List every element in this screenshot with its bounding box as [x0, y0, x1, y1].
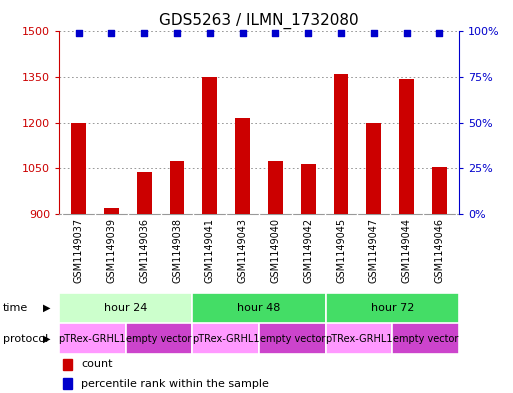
Point [107, 30, 115, 37]
Bar [268, 161, 283, 214]
Point [370, 30, 378, 37]
Point [140, 30, 148, 37]
Bar [301, 164, 315, 214]
Bar [59, 293, 192, 323]
Text: empty vector: empty vector [126, 334, 192, 344]
Text: empty vector: empty vector [393, 334, 459, 344]
Bar [326, 293, 459, 323]
Text: GSM1149047: GSM1149047 [369, 218, 379, 283]
Bar [192, 293, 326, 323]
Bar [63, 359, 72, 370]
Point [206, 30, 214, 37]
Title: GDS5263 / ILMN_1732080: GDS5263 / ILMN_1732080 [159, 13, 359, 29]
Bar [104, 208, 119, 214]
Point [436, 30, 444, 37]
Text: pTRex-GRHL1: pTRex-GRHL1 [325, 334, 393, 344]
Text: pTRex-GRHL1: pTRex-GRHL1 [192, 334, 260, 344]
Text: GSM1149046: GSM1149046 [435, 218, 444, 283]
Point [239, 30, 247, 37]
Point [173, 30, 181, 37]
Text: hour 48: hour 48 [238, 303, 281, 313]
Text: GSM1149038: GSM1149038 [172, 218, 182, 283]
Text: ▶: ▶ [43, 334, 50, 344]
Text: GSM1149045: GSM1149045 [336, 218, 346, 283]
Bar [63, 378, 72, 389]
Text: count: count [81, 360, 112, 369]
Bar [432, 167, 447, 214]
Bar [366, 123, 381, 214]
Bar [333, 74, 348, 214]
Bar [71, 123, 86, 214]
Point [403, 30, 411, 37]
Text: empty vector: empty vector [260, 334, 325, 344]
Text: GSM1149037: GSM1149037 [74, 218, 84, 283]
Text: ▶: ▶ [43, 303, 50, 313]
Point [271, 30, 280, 37]
Text: protocol: protocol [3, 334, 48, 344]
Bar [192, 323, 259, 354]
Text: pTRex-GRHL1: pTRex-GRHL1 [58, 334, 126, 344]
Bar [392, 323, 459, 354]
Text: time: time [3, 303, 28, 313]
Bar [399, 79, 414, 214]
Text: GSM1149039: GSM1149039 [107, 218, 116, 283]
Text: GSM1149043: GSM1149043 [238, 218, 248, 283]
Bar [126, 323, 192, 354]
Point [337, 30, 345, 37]
Bar [259, 323, 326, 354]
Bar [59, 323, 126, 354]
Text: GSM1149041: GSM1149041 [205, 218, 215, 283]
Bar [235, 118, 250, 214]
Text: hour 24: hour 24 [104, 303, 147, 313]
Bar [170, 161, 185, 214]
Bar [203, 77, 217, 214]
Point [304, 30, 312, 37]
Text: hour 72: hour 72 [371, 303, 414, 313]
Bar [326, 323, 392, 354]
Point [74, 30, 83, 37]
Text: GSM1149036: GSM1149036 [139, 218, 149, 283]
Text: GSM1149042: GSM1149042 [303, 218, 313, 283]
Bar [137, 171, 152, 214]
Text: percentile rank within the sample: percentile rank within the sample [81, 379, 269, 389]
Text: GSM1149044: GSM1149044 [402, 218, 411, 283]
Text: GSM1149040: GSM1149040 [270, 218, 281, 283]
